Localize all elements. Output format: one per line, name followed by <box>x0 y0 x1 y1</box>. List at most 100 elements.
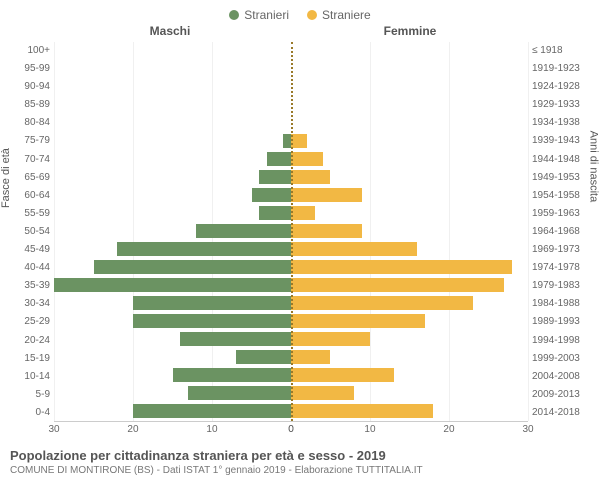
bar-row-male <box>54 168 291 186</box>
bar-male <box>94 260 292 274</box>
bar-row-male <box>54 60 291 78</box>
bar-female <box>291 152 323 166</box>
bar-male <box>259 206 291 220</box>
caption: Popolazione per cittadinanza straniera p… <box>10 448 590 476</box>
bar-row-male <box>54 366 291 384</box>
bar-female <box>291 386 354 400</box>
birthyear-tick: 2014-2018 <box>532 404 590 422</box>
bar-row-male <box>54 240 291 258</box>
bar-row-female <box>291 96 528 114</box>
age-tick: 40-44 <box>10 259 50 277</box>
bar-female <box>291 170 330 184</box>
bar-row-female <box>291 312 528 330</box>
gender-header-female: Femmine <box>290 24 590 38</box>
bars-female <box>291 42 528 421</box>
bar-female <box>291 134 307 148</box>
bar-row-female <box>291 78 528 96</box>
birthyear-tick: 1929-1933 <box>532 96 590 114</box>
bar-female <box>291 314 425 328</box>
bar-row-female <box>291 222 528 240</box>
bar-row-female <box>291 330 528 348</box>
age-tick: 80-84 <box>10 114 50 132</box>
age-tick: 35-39 <box>10 277 50 295</box>
birthyear-tick: 1974-1978 <box>532 259 590 277</box>
bar-male <box>117 242 291 256</box>
x-tick: 20 <box>443 424 454 435</box>
bar-female <box>291 188 362 202</box>
bar-male <box>173 368 292 382</box>
age-tick: 100+ <box>10 42 50 60</box>
birthyear-tick: 1934-1938 <box>532 114 590 132</box>
age-tick: 70-74 <box>10 151 50 169</box>
birthyear-tick: 1939-1943 <box>532 132 590 150</box>
birthyear-tick: 1924-1928 <box>532 78 590 96</box>
bar-male <box>252 188 291 202</box>
bar-male <box>133 314 291 328</box>
bar-row-female <box>291 204 528 222</box>
y-axis-right: ≤ 19181919-19231924-19281929-19331934-19… <box>528 42 590 422</box>
birthyear-tick: 1959-1963 <box>532 205 590 223</box>
legend-label-male: Stranieri <box>244 8 289 22</box>
bar-row-male <box>54 78 291 96</box>
age-tick: 50-54 <box>10 223 50 241</box>
birthyear-tick: ≤ 1918 <box>532 42 590 60</box>
bar-row-female <box>291 348 528 366</box>
bar-row-male <box>54 330 291 348</box>
bar-row-female <box>291 186 528 204</box>
birthyear-tick: 2009-2013 <box>532 386 590 404</box>
age-tick: 45-49 <box>10 241 50 259</box>
gender-header-male: Maschi <box>10 24 290 38</box>
bar-male <box>133 404 291 418</box>
birthyear-tick: 1919-1923 <box>532 60 590 78</box>
bar-male <box>180 332 291 346</box>
bar-female <box>291 278 504 292</box>
bar-male <box>133 296 291 310</box>
x-tick: 20 <box>127 424 138 435</box>
bar-row-male <box>54 150 291 168</box>
bar-row-female <box>291 276 528 294</box>
x-tick: 10 <box>206 424 217 435</box>
legend-swatch-female <box>307 10 317 20</box>
bar-female <box>291 242 417 256</box>
x-tick: 10 <box>364 424 375 435</box>
age-tick: 75-79 <box>10 132 50 150</box>
age-tick: 25-29 <box>10 313 50 331</box>
caption-subtitle: COMUNE DI MONTIRONE (BS) - Dati ISTAT 1°… <box>10 465 590 476</box>
center-line <box>291 42 293 421</box>
caption-title: Popolazione per cittadinanza straniera p… <box>10 448 590 463</box>
age-tick: 10-14 <box>10 368 50 386</box>
age-tick: 55-59 <box>10 205 50 223</box>
bar-row-female <box>291 168 528 186</box>
x-axis: 3020100 0102030 <box>54 422 528 438</box>
bar-row-male <box>54 186 291 204</box>
bar-row-male <box>54 114 291 132</box>
x-tick: 30 <box>522 424 533 435</box>
bar-male <box>196 224 291 238</box>
birthyear-tick: 1989-1993 <box>532 313 590 331</box>
bar-female <box>291 206 315 220</box>
bar-row-female <box>291 114 528 132</box>
x-tick: 0 <box>288 424 294 435</box>
birthyear-tick: 1969-1973 <box>532 241 590 259</box>
bar-row-female <box>291 366 528 384</box>
x-tick: 30 <box>48 424 59 435</box>
birthyear-tick: 1999-2003 <box>532 350 590 368</box>
bar-row-female <box>291 60 528 78</box>
bar-male <box>54 278 291 292</box>
y-axis-label-right: Anni di nascita <box>588 131 600 203</box>
bar-female <box>291 404 433 418</box>
y-axis-label-left: Fasce di età <box>0 148 12 208</box>
x-axis-right: 0102030 <box>291 422 528 438</box>
age-tick: 5-9 <box>10 386 50 404</box>
age-tick: 0-4 <box>10 404 50 422</box>
birthyear-tick: 1944-1948 <box>532 151 590 169</box>
legend-item-male: Stranieri <box>229 8 289 22</box>
bar-female <box>291 332 370 346</box>
bar-row-male <box>54 312 291 330</box>
age-tick: 30-34 <box>10 295 50 313</box>
bar-male <box>188 386 291 400</box>
bar-female <box>291 260 512 274</box>
plot-area: Fasce di età Anni di nascita 100+95-9990… <box>10 42 590 422</box>
bar-row-male <box>54 222 291 240</box>
legend: Stranieri Straniere <box>10 8 590 22</box>
